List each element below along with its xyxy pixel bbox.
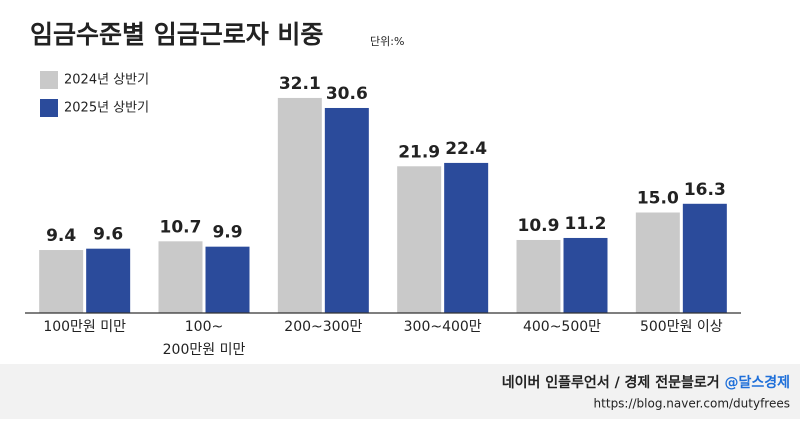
x-tick-label: 500만원 이상 [640,319,723,335]
bar [397,166,442,313]
value-label: 9.6 [93,225,123,245]
legend-swatch [40,71,58,89]
bar [635,212,680,313]
bar [563,237,608,313]
value-label: 32.1 [279,74,321,94]
legend-label: 2024년 상반기 [64,73,149,88]
legend-swatch [40,99,58,117]
bar [324,107,369,313]
bar [158,241,203,313]
value-label: 22.4 [445,139,487,159]
footer-author: 네이버 인플루언서 / 경제 전문블로거 [502,374,725,391]
bar [516,239,561,313]
bar [444,162,489,313]
value-label: 9.4 [46,226,76,246]
value-label: 21.9 [398,142,440,162]
bar [277,97,322,314]
x-tick-label: 100~ 200만원 미만 [163,319,246,358]
bar [39,250,84,313]
footer-text: 네이버 인플루언서 / 경제 전문블로거 @달스경제 [502,374,790,391]
legend-label: 2025년 상반기 [64,101,149,116]
value-label: 11.2 [565,214,607,234]
bar [86,248,131,313]
chart-title: 임금수준별 임금근로자 비중 [30,20,323,49]
x-tick-label: 300~400만 [404,319,482,335]
value-label: 9.9 [212,223,242,243]
bar [682,203,727,313]
x-tick-label: 100만원 미만 [43,319,126,335]
x-tick-label: 200~300만 [284,319,362,335]
value-label: 15.0 [637,189,679,209]
footer-background [0,364,800,419]
x-tick-label: 400~500만 [523,319,601,335]
value-label: 30.6 [326,84,368,104]
value-label: 16.3 [684,180,726,200]
bar [205,246,250,313]
footer-url: https://blog.naver.com/dutyfrees [594,397,790,411]
value-label: 10.7 [160,217,202,237]
unit-label: 단위:% [370,35,404,48]
footer-handle: @달스경제 [724,374,790,391]
value-label: 10.9 [518,216,560,236]
